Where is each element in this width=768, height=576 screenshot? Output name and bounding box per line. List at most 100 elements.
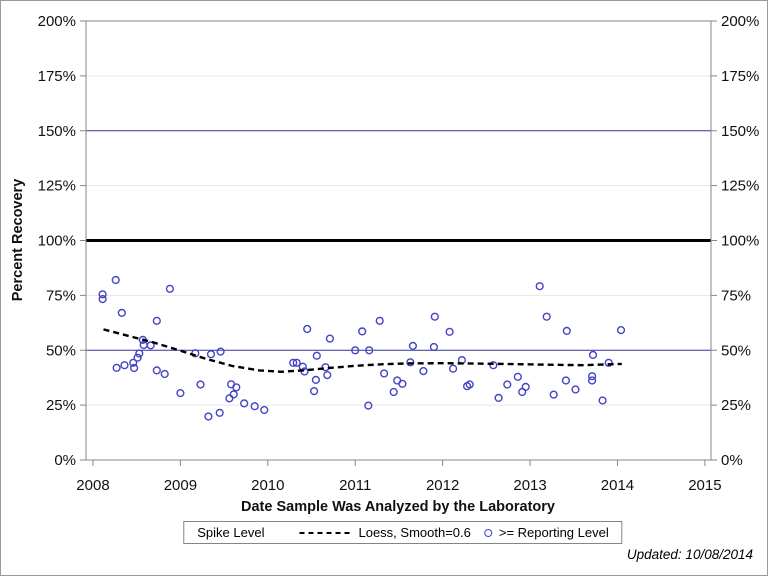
legend-title: Spike Level xyxy=(197,525,265,540)
y-tick-label-left: 200% xyxy=(38,13,76,30)
data-point xyxy=(176,389,185,398)
data-point xyxy=(232,383,241,392)
y-tick-label-right: 100% xyxy=(721,233,759,250)
data-point xyxy=(521,382,530,392)
data-point xyxy=(571,385,580,394)
y-tick-label-left: 25% xyxy=(46,397,76,414)
legend-entry-marker: >= Reporting Level xyxy=(483,525,609,540)
data-point xyxy=(152,316,161,325)
data-point xyxy=(196,380,205,389)
data-point xyxy=(587,376,597,385)
data-point xyxy=(216,347,225,356)
data-point xyxy=(98,295,107,304)
data-point xyxy=(289,358,298,367)
data-point xyxy=(260,405,269,415)
legend-entry-loess: Loess, Smooth=0.6 xyxy=(299,525,471,540)
data-point xyxy=(375,316,384,325)
data-point xyxy=(112,363,121,372)
y-tick-label-left: 50% xyxy=(46,342,76,359)
x-tick-label: 2014 xyxy=(601,477,634,494)
data-point xyxy=(117,308,126,318)
data-point xyxy=(561,376,571,385)
data-point xyxy=(604,358,613,367)
data-point xyxy=(430,312,439,321)
open-circle-icon xyxy=(483,528,492,537)
x-tick-label: 2010 xyxy=(251,477,284,494)
data-point xyxy=(229,390,238,399)
data-point xyxy=(358,327,367,336)
y-tick-label-right: 150% xyxy=(721,123,759,140)
y-tick-label-right: 200% xyxy=(721,13,759,30)
data-point xyxy=(204,412,213,421)
data-point xyxy=(146,341,155,350)
data-point xyxy=(535,282,544,291)
data-point xyxy=(380,369,389,378)
x-tick-label: 2012 xyxy=(426,477,459,494)
axes: 0% 0% 25% 25% 50% 50% 75% 75% 100% 100% 125% 125% 15… xyxy=(38,13,760,494)
data-point xyxy=(494,393,503,403)
data-point xyxy=(542,312,551,321)
y-tick-label-left: 150% xyxy=(38,123,76,140)
data-point xyxy=(465,380,474,389)
data-point xyxy=(292,358,301,367)
data-point xyxy=(445,327,454,336)
data-point xyxy=(135,349,144,358)
x-tick-label: 2015 xyxy=(688,477,721,494)
y-tick-label-left: 125% xyxy=(38,178,76,195)
data-point xyxy=(98,290,107,299)
y-tick-label-left: 0% xyxy=(54,452,76,469)
data-point xyxy=(365,346,374,355)
data-point xyxy=(250,402,259,411)
data-point xyxy=(240,399,249,408)
y-tick-label-left: 100% xyxy=(38,233,76,250)
data-point xyxy=(364,401,373,410)
data-point xyxy=(160,369,169,379)
data-point xyxy=(120,361,129,370)
data-point xyxy=(588,350,598,360)
y-axis-title: Percent Recovery xyxy=(10,179,26,302)
data-point xyxy=(133,353,142,362)
data-point xyxy=(562,326,571,336)
data-point xyxy=(351,346,360,355)
data-point xyxy=(215,408,224,417)
legend: Spike Level Loess, Smooth=0.6 >= Reporti… xyxy=(183,521,623,544)
data-point xyxy=(323,371,332,380)
y-tick-label-left: 175% xyxy=(38,68,76,85)
data-point xyxy=(225,394,234,403)
data-point xyxy=(310,387,319,396)
gridlines xyxy=(86,75,711,406)
x-tick-label: 2011 xyxy=(339,477,371,494)
data-point xyxy=(489,361,498,370)
data-point xyxy=(206,350,216,359)
reference-lines xyxy=(86,130,711,351)
loess-curve xyxy=(103,328,622,374)
data-point xyxy=(311,375,321,385)
loess-path xyxy=(103,328,622,374)
data-point xyxy=(325,334,335,343)
y-tick-label-right: 50% xyxy=(721,342,751,359)
data-point xyxy=(587,372,597,381)
updated-note: Updated: 10/08/2014 xyxy=(626,547,753,562)
y-tick-label-right: 75% xyxy=(721,287,751,304)
data-point xyxy=(152,366,161,375)
data-point xyxy=(449,364,458,373)
data-point xyxy=(389,387,398,397)
x-tick-label: 2008 xyxy=(76,477,109,494)
data-point xyxy=(406,358,415,367)
data-point xyxy=(130,363,139,373)
data-point xyxy=(129,358,138,367)
y-tick-label-right: 175% xyxy=(721,68,759,85)
data-point xyxy=(408,341,418,351)
scatter-points xyxy=(98,275,626,421)
data-point xyxy=(398,379,407,388)
data-point xyxy=(312,351,321,360)
data-point xyxy=(165,284,175,293)
x-tick-label: 2009 xyxy=(164,477,197,494)
legend-loess-label: Loess, Smooth=0.6 xyxy=(358,525,471,540)
data-point xyxy=(549,390,558,399)
y-tick-label-right: 25% xyxy=(721,397,751,414)
y-tick-label-right: 125% xyxy=(721,178,759,195)
